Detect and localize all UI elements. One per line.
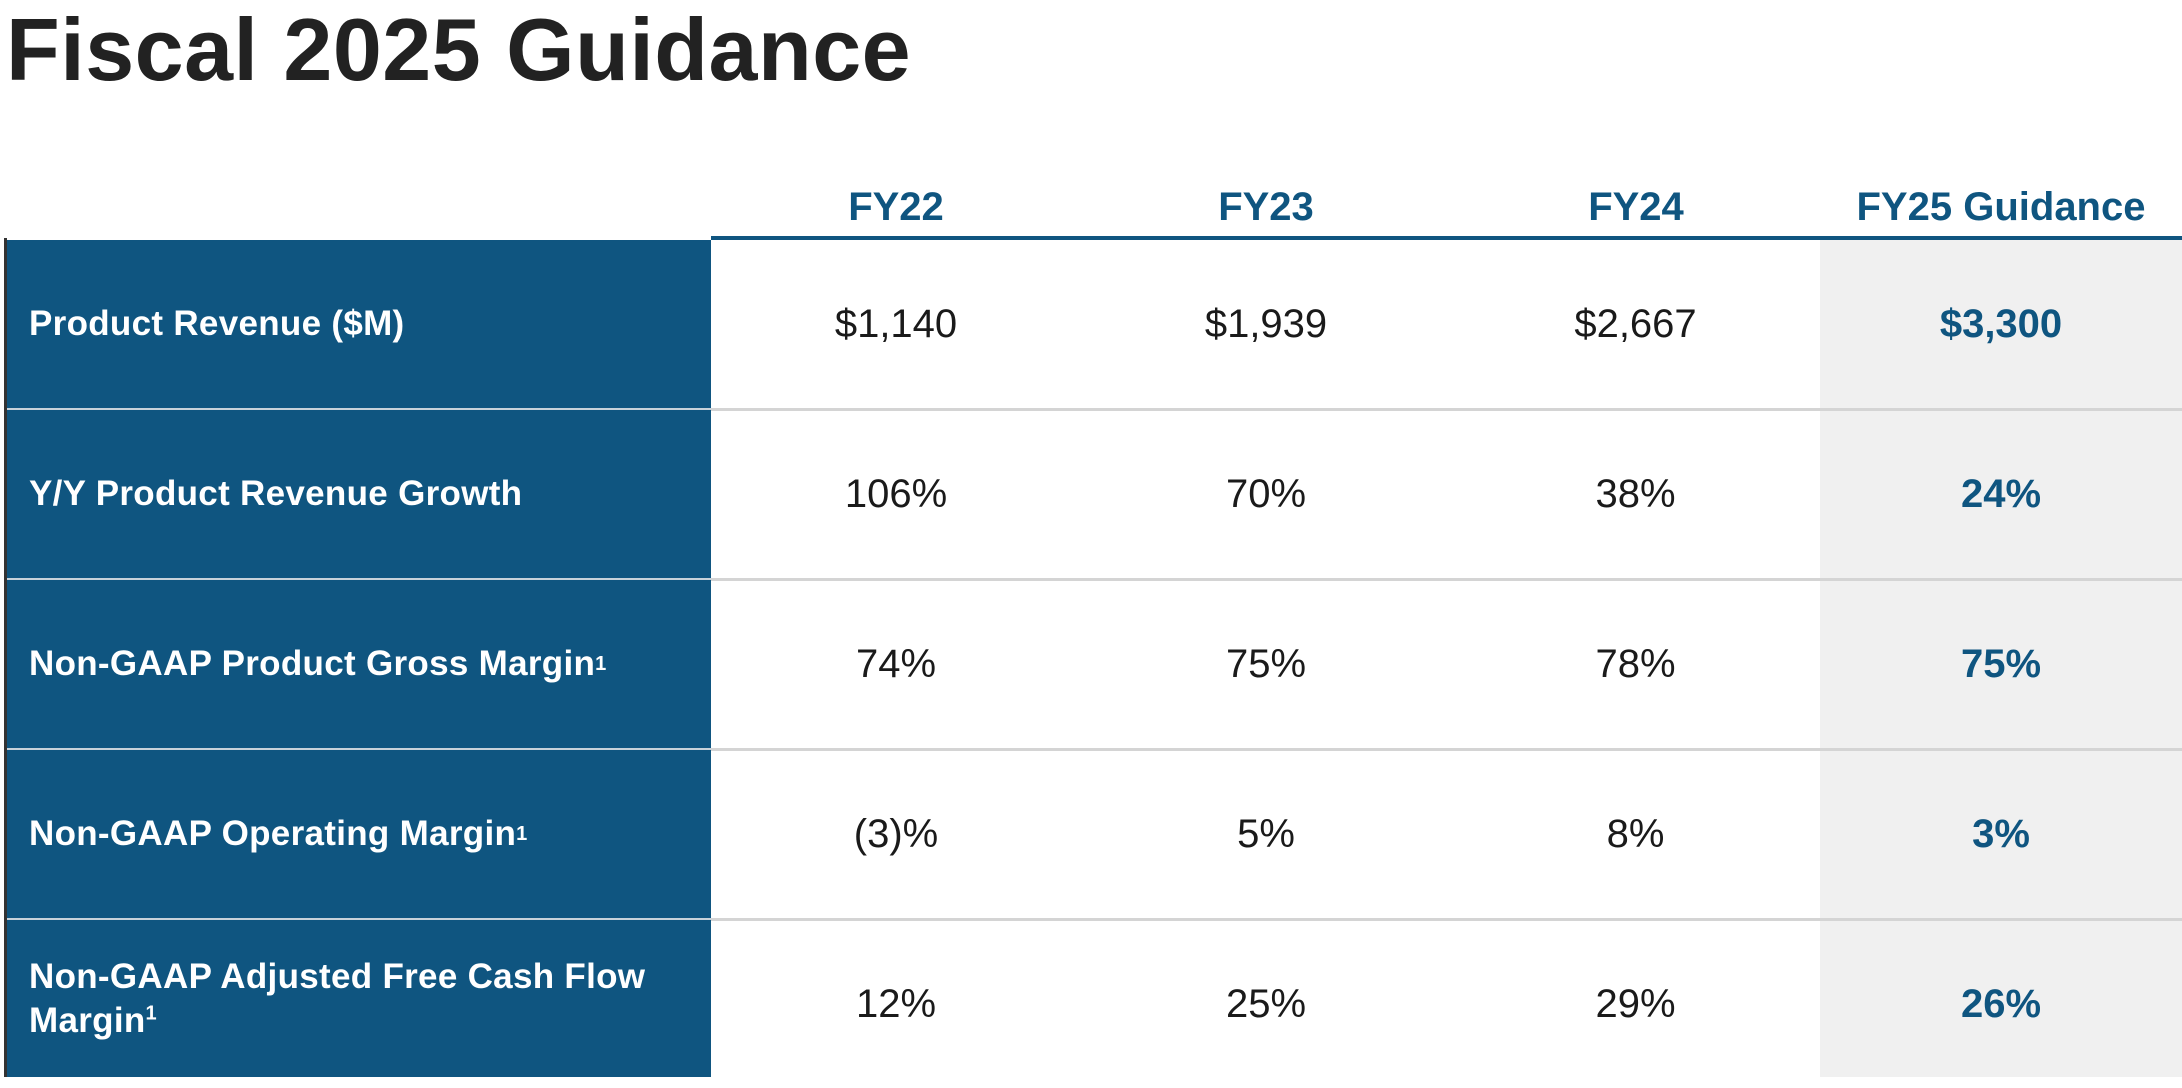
cell-fy25-guidance: 3% — [1972, 811, 2030, 856]
row-label-text: Product Revenue ($M) — [29, 304, 405, 343]
cell-fy22: $1,140 — [834, 301, 958, 346]
cell-fy22: 12% — [855, 981, 937, 1026]
row-divider-label — [7, 748, 711, 751]
row-divider-label — [7, 408, 711, 411]
row-label-text: Non-GAAP Operating Margin — [29, 814, 517, 853]
row-label-text: Y/Y Product Revenue Growth — [29, 474, 523, 513]
row-divider — [7, 578, 2182, 581]
cell-fy23: 25% — [1225, 981, 1307, 1026]
row-label-text: Non-GAAP Product Gross Margin — [29, 644, 596, 683]
cell-fy24: $2,667 — [1574, 301, 1697, 346]
cell-fy24: 29% — [1595, 981, 1676, 1026]
row-footnote-marker: 1 — [145, 1001, 157, 1024]
row-divider-label — [7, 918, 711, 921]
column-header-fy25-guidance: FY25 Guidance — [1856, 184, 2146, 229]
table-row-free-cash-flow: Non-GAAP Adjusted Free Cash Flow Margin1… — [7, 920, 2182, 1077]
row-label: Product Revenue ($M) — [7, 240, 711, 408]
row-label: Non-GAAP Product Gross Margin 1 — [7, 580, 711, 748]
cell-fy25-guidance: 26% — [1960, 981, 2042, 1026]
table-row-operating-margin: Non-GAAP Operating Margin 1 (3)% 5% 8% 3% — [7, 750, 2182, 921]
cell-fy23: 70% — [1225, 471, 1307, 516]
row-divider-label — [7, 578, 711, 581]
table-left-edge — [4, 238, 7, 1077]
row-label: Non-GAAP Adjusted Free Cash Flow Margin1 — [7, 920, 711, 1077]
row-divider — [7, 748, 2182, 751]
row-label: Y/Y Product Revenue Growth — [7, 410, 711, 578]
row-label-line: Non-GAAP Adjusted Free Cash Flow Margin — [29, 956, 646, 1040]
table-row-yy-growth: Y/Y Product Revenue Growth 106% 70% 38% … — [7, 410, 2182, 581]
cell-fy25-guidance: $3,300 — [1939, 301, 2063, 346]
cell-fy22: (3)% — [853, 811, 939, 856]
row-divider — [7, 408, 2182, 411]
cell-fy23: 75% — [1225, 641, 1307, 686]
row-label: Non-GAAP Operating Margin 1 — [7, 750, 711, 918]
row-divider — [7, 918, 2182, 921]
column-header-fy23: FY23 — [1218, 184, 1314, 229]
cell-fy25-guidance: 24% — [1960, 471, 2042, 516]
cell-fy23: 5% — [1237, 811, 1295, 856]
table-row-product-revenue: Product Revenue ($M) $1,140 $1,939 $2,66… — [7, 240, 2182, 411]
header-rule — [711, 236, 2182, 240]
cell-fy24: 8% — [1606, 811, 1665, 856]
guidance-column-background — [1820, 240, 2182, 1077]
column-header-fy24: FY24 — [1588, 184, 1684, 229]
table-row-gross-margin: Non-GAAP Product Gross Margin 1 74% 75% 7… — [7, 580, 2182, 751]
cell-fy24: 38% — [1595, 471, 1676, 516]
row-label-text: Non-GAAP Adjusted Free Cash Flow Margin1 — [29, 955, 711, 1043]
cell-fy22: 74% — [855, 641, 937, 686]
cell-fy24: 78% — [1595, 641, 1676, 686]
page-title: Fiscal 2025 Guidance — [6, 0, 912, 99]
cell-fy25-guidance: 75% — [1960, 641, 2042, 686]
cell-fy23: $1,939 — [1204, 301, 1328, 346]
cell-fy22: 106% — [844, 471, 948, 516]
column-header-fy22: FY22 — [848, 184, 944, 229]
